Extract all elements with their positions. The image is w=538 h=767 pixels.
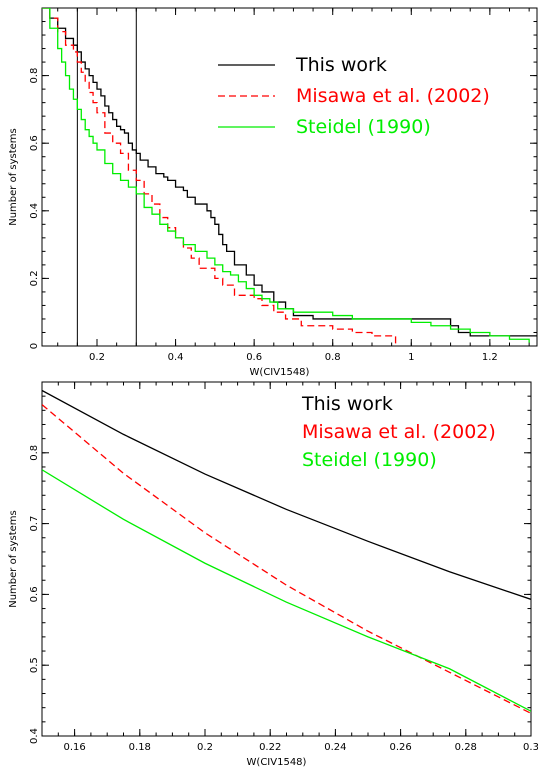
legend-label-steidel-1990: Steidel (1990) <box>296 116 431 138</box>
x-tick-label: 0.24 <box>324 742 346 753</box>
x-tick-label: 0.18 <box>129 742 151 753</box>
legend-label-this-work: This work <box>301 393 393 415</box>
y-tick-label: 0.4 <box>29 728 40 744</box>
series-line-misawa-et-al-2002 <box>42 8 397 346</box>
legend-label-steidel-1990: Steidel (1990) <box>302 449 437 471</box>
legend-label-this-work: This work <box>295 54 387 76</box>
series-line-this-work <box>42 8 537 337</box>
x-tick-label: 0.4 <box>168 352 184 363</box>
x-axis-label: W(CIV1548) <box>247 757 307 767</box>
series-line-steidel-1990 <box>42 8 530 343</box>
x-tick-label: 0.26 <box>389 742 411 753</box>
legend-label-misawa-et-al-2002: Misawa et al. (2002) <box>302 421 496 443</box>
x-tick-label: 0.2 <box>197 742 213 753</box>
y-tick-label: 0.8 <box>29 68 40 84</box>
x-tick-label: 1.2 <box>482 352 498 363</box>
series-line-steidel-1990 <box>42 469 531 712</box>
y-axis-label: Number of systems <box>8 510 19 608</box>
legend-label-misawa-et-al-2002: Misawa et al. (2002) <box>296 85 490 107</box>
y-tick-label: 0.2 <box>29 270 40 286</box>
x-tick-label: 0.6 <box>246 352 262 363</box>
y-tick-label: 0.4 <box>29 203 40 219</box>
bottom-panel: 0.16 0.18 0.2 0.22 0.24 0.26 0.28 0.3 0.4 0.5 0.6 0… <box>8 381 538 767</box>
x-tick-label: 0.16 <box>63 742 85 753</box>
x-tick-label: 0.22 <box>259 742 281 753</box>
series-line-this-work <box>42 389 531 600</box>
y-tick-label: 0.6 <box>29 586 40 602</box>
x-axis-label: W(CIV1548) <box>250 367 310 378</box>
top-panel: 0.2 0.4 0.6 0.8 1 1.2 0 0.2 0.4 0.6 0.8 W(CIV1548) N… <box>8 7 538 378</box>
x-tick-label: 1 <box>408 352 414 363</box>
x-tick-label: 0.3 <box>523 742 538 753</box>
x-tick-label: 0.8 <box>325 352 341 363</box>
y-tick-label: 0.5 <box>29 657 40 673</box>
x-tick-label: 0.28 <box>455 742 477 753</box>
series-line-misawa-et-al-2002 <box>42 404 531 714</box>
y-tick-label: 0.7 <box>29 516 40 532</box>
y-tick-label: 0 <box>29 343 40 349</box>
y-tick-label: 0.8 <box>29 445 40 461</box>
y-axis-label: Number of systems <box>8 128 19 226</box>
plot-frame <box>41 7 538 347</box>
y-tick-label: 0.6 <box>29 135 40 151</box>
x-tick-label: 0.2 <box>89 352 105 363</box>
